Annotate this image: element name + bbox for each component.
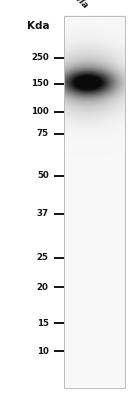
Text: 20: 20 (37, 283, 49, 292)
Text: 100: 100 (31, 108, 49, 116)
Text: 250: 250 (31, 54, 49, 62)
Text: 10: 10 (37, 347, 49, 356)
Text: 37: 37 (36, 210, 49, 218)
Text: 75: 75 (37, 130, 49, 138)
Text: Kda: Kda (27, 21, 50, 31)
Text: 150: 150 (31, 80, 49, 88)
Text: hela: hela (68, 0, 90, 10)
Text: 50: 50 (37, 172, 49, 180)
Text: 15: 15 (37, 319, 49, 328)
Text: 25: 25 (37, 254, 49, 262)
